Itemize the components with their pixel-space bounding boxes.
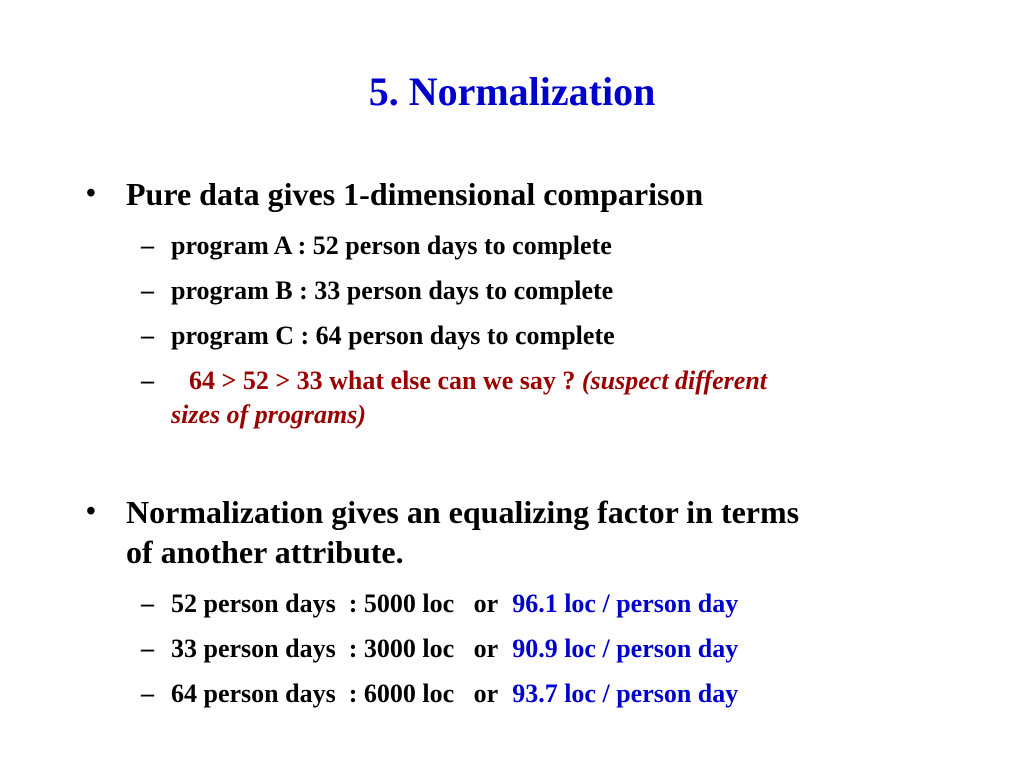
bullet-text-line2: of another attribute. bbox=[126, 534, 404, 570]
slide-title: 5. Normalization bbox=[368, 69, 656, 114]
rate-value: 96.1 loc / person day bbox=[512, 589, 739, 618]
dash-icon: – bbox=[141, 366, 154, 395]
dash-icon: – bbox=[141, 589, 154, 618]
rate-row-text: 52 person days : 5000 loc or bbox=[171, 589, 505, 618]
dash-icon: – bbox=[141, 321, 154, 350]
dash-icon: – bbox=[141, 276, 154, 305]
rate-row-text: 64 person days : 6000 loc or bbox=[171, 679, 505, 708]
comparison-note-line1: (suspect different bbox=[581, 366, 768, 395]
rate-row-text: 33 person days : 3000 loc or bbox=[171, 634, 505, 663]
rate-value: 93.7 loc / person day bbox=[512, 679, 739, 708]
sub-item-rate-a: – 52 person days : 5000 loc or 96.1 loc … bbox=[141, 587, 971, 621]
dash-icon: – bbox=[141, 634, 154, 663]
sub-item-program-a: – program A : 52 person days to complete bbox=[141, 229, 971, 263]
comparison-text: 64 > 52 > 33 what else can we say ? bbox=[189, 366, 576, 395]
sub-item-text: program C : 64 person days to complete bbox=[171, 321, 615, 350]
sub-item-text: program A : 52 person days to complete bbox=[171, 231, 612, 260]
sub-item-program-b: – program B : 33 person days to complete bbox=[141, 274, 971, 308]
dash-icon: – bbox=[141, 231, 154, 260]
sub-item-text: program B : 33 person days to complete bbox=[171, 276, 614, 305]
bullet-text: Pure data gives 1-dimensional comparison bbox=[126, 176, 704, 212]
comparison-note-line2: sizes of programs) bbox=[171, 400, 367, 429]
bullet-pure-data: • Pure data gives 1-dimensional comparis… bbox=[86, 174, 986, 214]
sub-item-comparison: – 64 > 52 > 33 what else can we say ? (s… bbox=[141, 364, 971, 432]
bullet-normalization: • Normalization gives an equalizing fact… bbox=[86, 492, 986, 572]
dash-icon: – bbox=[141, 679, 154, 708]
sub-item-rate-c: – 64 person days : 6000 loc or 93.7 loc … bbox=[141, 677, 971, 711]
rate-value: 90.9 loc / person day bbox=[512, 634, 739, 663]
bullet-icon: • bbox=[86, 178, 96, 209]
bullet-text-line1: Normalization gives an equalizing factor… bbox=[126, 494, 800, 530]
sub-item-program-c: – program C : 64 person days to complete bbox=[141, 319, 971, 353]
bullet-icon: • bbox=[86, 496, 96, 527]
sub-item-rate-b: – 33 person days : 3000 loc or 90.9 loc … bbox=[141, 632, 971, 666]
